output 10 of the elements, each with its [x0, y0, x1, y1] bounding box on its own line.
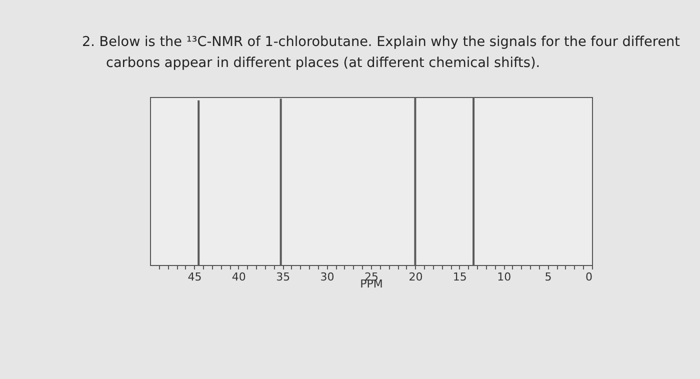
x-tick-label: 10	[497, 270, 512, 284]
x-tick-label: 0	[586, 270, 592, 284]
x-tick-label: 30	[320, 270, 334, 284]
x-tick-label: 45	[188, 270, 202, 284]
x-tick-label: 5	[544, 270, 552, 284]
x-tick-label: 35	[276, 270, 290, 284]
x-tick-label: 15	[452, 270, 467, 284]
chart-title: 2. Below is the ¹³C-NMR of 1-chlorobutane. Explain why the signals for the four different carbons appear in different places (at different chemical shifts).	[82, 33, 682, 73]
x-tick-label: 20	[408, 270, 423, 284]
x-tick-label: 40	[232, 270, 246, 284]
